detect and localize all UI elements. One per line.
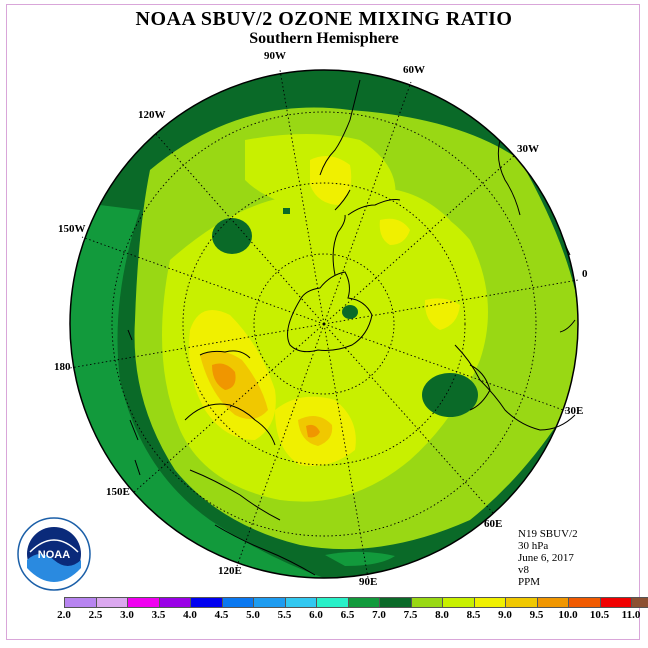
legend-tick-label: 3.5 [151,609,166,621]
legend-tick-label: 5.5 [277,609,292,621]
legend-tick-label: 2.0 [57,609,71,621]
legend-swatch [506,598,538,607]
map-title: NOAA SBUV/2 OZONE MIXING RATIO [135,8,513,30]
legend-tick-label: 3.0 [120,609,134,621]
lon-label-60e: 60E [484,518,503,530]
legend-tick-label: 2.5 [88,609,103,621]
lon-label-90e: 90E [359,576,378,588]
legend-tick-label: 6.5 [340,609,355,621]
legend-swatch [569,598,601,607]
info-block: N19 SBUV/2 30 hPa June 6, 2017 v8 PPM [518,528,578,588]
lon-label-30e: 30E [565,405,584,417]
legend-tick-label: 10.5 [589,609,610,621]
date-text: June 6, 2017 [518,552,574,564]
coastlines [127,79,576,576]
legend-tick-label: 11.0 [621,609,641,621]
legend-swatch [96,598,128,607]
units-text: PPM [518,576,541,588]
version-text: v8 [518,564,529,576]
lon-label-120w: 120W [138,109,166,121]
legend-swatch [65,598,97,607]
map-subtitle: Southern Hemisphere [249,30,399,47]
ozone-field [70,70,578,578]
legend-swatch [537,598,569,607]
lon-label-60w: 60W [403,64,425,76]
legend-swatch [128,598,160,607]
legend-tick-label: 8.5 [466,609,481,621]
legend-tick-label: 4.5 [214,609,229,621]
legend-swatch [191,598,223,607]
graticule [69,69,579,579]
legend-swatch [222,598,254,607]
legend-swatch [348,598,380,607]
legend-tick-label: 5.0 [246,609,260,621]
lon-label-0: 0 [582,268,588,280]
noaa-logo: NOAA [17,517,91,591]
lon-label-30w: 30W [517,143,539,155]
lon-label-180: 180 [54,361,71,373]
figure-frame [6,4,640,640]
legend-tick-label: 6.0 [309,609,323,621]
logo-wordmark: NOAA [38,549,70,561]
legend-swatch [380,598,412,607]
legend-tick-label: 10.0 [558,609,578,621]
legend-tick-label: 7.0 [372,609,386,621]
lon-label-150w: 150W [58,223,86,235]
lon-label-120e: 120E [218,565,242,577]
legend-ticks: 2.0 2.5 3.0 3.5 4.0 4.5 5.0 5.5 6.0 6.5 7.0 7.5 8.0 8… [0,609,648,623]
legend-swatch [285,598,317,607]
legend-swatch [474,598,506,607]
legend-tick-label: 8.0 [435,609,449,621]
legend-tick-label: 4.0 [183,609,197,621]
legend-tick-label: 9.0 [498,609,512,621]
legend-swatch [443,598,475,607]
color-legend [64,597,648,608]
legend-swatch [254,598,286,607]
level-text: 30 hPa [518,540,549,552]
legend-swatch [632,598,648,607]
legend-swatch [159,598,191,607]
lon-label-150e: 150E [106,486,130,498]
legend-swatch [317,598,349,607]
legend-swatch [600,598,632,607]
lon-label-90w: 90W [264,50,286,62]
legend-swatch [411,598,443,607]
map-boundary [69,69,579,579]
legend-tick-label: 7.5 [403,609,418,621]
instrument-text: N19 SBUV/2 [518,528,578,540]
legend-tick-label: 9.5 [529,609,544,621]
